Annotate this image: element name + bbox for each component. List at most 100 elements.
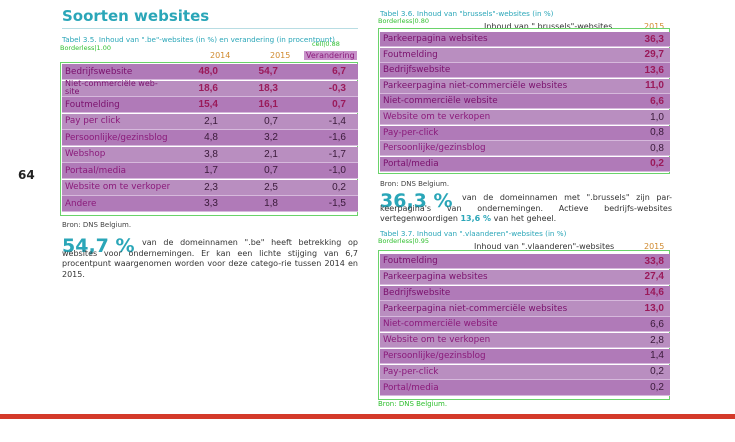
table-row: Website om te verkopen 1,0 xyxy=(380,110,670,126)
row-label: Website om te verkopen xyxy=(383,112,491,123)
table-row: Niet-commerciële web-site 18,6 18,3 -0,3 xyxy=(62,80,358,97)
detection-label: Borderless|1.00 xyxy=(60,44,112,52)
table-row: Persoonlijke/gezinsblog 4,8 3,2 -1,6 xyxy=(62,130,358,146)
table-row: Niet-commerciële website 6,6 xyxy=(380,94,670,110)
table-row: Foutmelding 15,4 16,1 0,7 xyxy=(62,97,358,113)
table-row: Website om te verkopen 2,8 xyxy=(380,333,670,349)
table-header-change: Verandering xyxy=(304,51,357,60)
table-row: Parkeerpagina niet-commerciële websites 1… xyxy=(380,78,670,94)
row-label: Pay-per-click xyxy=(383,366,439,377)
row-value: 33,8 xyxy=(644,255,664,267)
row-label: Andere xyxy=(65,198,97,209)
value-2014: 48,0 xyxy=(198,66,218,77)
table-row: Parkeerpagina websites 36,3 xyxy=(380,32,670,48)
highlight-number-brussels: 36,3 % xyxy=(380,190,453,212)
table-3-5-caption: Tabel 3.5. Inhoud van ".be"-websites (in… xyxy=(62,35,335,44)
detection-label-brussels: Borderless|0.80 xyxy=(378,17,430,25)
row-label: Parkeerpagina websites xyxy=(383,34,488,45)
row-label: Niet-commerciële website xyxy=(383,319,498,330)
table-row: Pay-per-click 0,2 xyxy=(380,364,670,380)
value-change: 0,2 xyxy=(332,181,346,193)
value-2014: 2,3 xyxy=(204,181,218,193)
value-2015: 0,7 xyxy=(264,165,278,176)
table-row: Persoonlijke/gezinsblog 1,4 xyxy=(380,348,670,365)
value-2015: 54,7 xyxy=(258,66,278,77)
paragraph-be: van de domeinnamen ".be" heeft betrekkin… xyxy=(62,238,358,279)
heading-rule xyxy=(62,28,358,29)
page-number: 64 xyxy=(18,168,35,182)
value-2015: 2,1 xyxy=(264,148,278,160)
row-label: Pay-per-click xyxy=(383,127,439,138)
value-change: 0,7 xyxy=(332,99,346,110)
table-3-6-caption: Tabel 3.6. Inhoud van "brussels"-website… xyxy=(380,9,554,18)
value-change: -1,6 xyxy=(328,132,346,143)
value-change: -1,4 xyxy=(328,115,346,127)
row-value: 13,6 xyxy=(644,64,664,76)
row-value: 6,6 xyxy=(650,95,664,107)
row-value: 29,7 xyxy=(644,49,664,61)
row-value: 0,2 xyxy=(650,382,664,394)
table-row: Portal/media 0,2 xyxy=(380,380,670,396)
table-header-2015: 2015 xyxy=(270,51,291,60)
row-value: 0,2 xyxy=(650,158,664,170)
row-value: 6,6 xyxy=(650,318,664,330)
table-row: Andere 3,3 1,8 -1,5 xyxy=(62,196,358,212)
row-label: Bedrijfswebsite xyxy=(383,65,451,76)
table-row: Bedrijfswebsite 13,6 xyxy=(380,63,670,79)
table-row: Bedrijfswebsite 14,6 xyxy=(380,285,670,301)
row-label: Portal/media xyxy=(383,158,439,169)
table-header-brussels: Inhoud van ".brussels"-websites xyxy=(484,22,613,31)
table-row: Pay-per-click 0,8 xyxy=(380,125,670,141)
row-value: 11,0 xyxy=(645,80,664,92)
row-value: 0,8 xyxy=(650,142,664,154)
value-2014: 3,3 xyxy=(204,198,218,209)
row-label: Website om te verkopen xyxy=(65,182,170,192)
row-label: Niet-commerciële web-site xyxy=(65,80,158,96)
row-label: Parkeerpagina niet-commerciële websites xyxy=(383,80,568,91)
value-2014: 4,8 xyxy=(204,132,218,143)
row-value: 0,2 xyxy=(650,366,664,378)
value-2015: 18,3 xyxy=(258,82,278,94)
row-label: Parkeerpagina websites xyxy=(383,271,488,282)
value-change: -0,3 xyxy=(328,82,346,94)
row-value: 27,4 xyxy=(644,271,664,283)
row-label: Bedrijfswebsite xyxy=(383,287,451,298)
table-row: Portaal/media 1,7 0,7 -1,0 xyxy=(62,163,358,179)
value-2014: 2,1 xyxy=(204,115,218,127)
table-row: Foutmelding 29,7 xyxy=(380,47,670,63)
row-value: 14,6 xyxy=(644,287,664,299)
detection-label-cell: cell|0.88 xyxy=(312,40,340,48)
value-2015: 3,2 xyxy=(264,132,278,143)
table-row: Foutmelding 33,8 xyxy=(380,254,670,270)
table-row: Webshop 3,8 2,1 -1,7 xyxy=(62,146,358,163)
value-2015: 1,8 xyxy=(264,198,278,209)
row-value: 13,0 xyxy=(644,303,664,315)
value-2015: 16,1 xyxy=(258,99,278,110)
table-row: Niet-commerciële website 6,6 xyxy=(380,317,670,333)
row-label: Niet-commerciële website xyxy=(383,96,498,107)
table-row: Pay per click 2,1 0,7 -1,4 xyxy=(62,113,358,130)
row-label: Pay per click xyxy=(65,116,121,126)
table-row: Parkeerpagina niet-commerciële websites 1… xyxy=(380,301,670,317)
table-header-2014: 2014 xyxy=(210,51,231,60)
row-label: Webshop xyxy=(65,149,106,159)
row-label: Foutmelding xyxy=(383,256,438,267)
table-3-7: Inhoud van ".vlaanderen"-websites 2015 F… xyxy=(378,240,670,400)
table-3-7-caption: Tabel 3.7. Inhoud van ".vlaanderen"-webs… xyxy=(380,229,567,238)
row-value: 1,4 xyxy=(650,350,664,362)
row-label: Parkeerpagina niet-commerciële websites xyxy=(383,303,568,314)
value-change: -1,0 xyxy=(328,165,346,176)
table-3-6-source: Bron: DNS Belgium. xyxy=(380,180,450,188)
table-row: Bedrijfswebsite 48,0 54,7 6,7 xyxy=(62,64,358,80)
table-header-year-brussels: 2015 xyxy=(644,22,665,31)
footer-bar xyxy=(0,414,735,419)
row-label: Persoonlijke/gezinsblog xyxy=(383,350,486,361)
row-value: 2,8 xyxy=(650,334,664,346)
table-3-7-source: Bron: DNS Belgium. xyxy=(378,400,448,408)
value-change: 6,7 xyxy=(332,66,346,77)
row-value: 1,0 xyxy=(650,111,664,123)
highlight-number-be: 54,7 % xyxy=(62,235,135,257)
table-header-year-vlaanderen: 2015 xyxy=(644,242,665,251)
value-2015: 2,5 xyxy=(264,181,278,193)
value-change: -1,7 xyxy=(328,148,346,160)
